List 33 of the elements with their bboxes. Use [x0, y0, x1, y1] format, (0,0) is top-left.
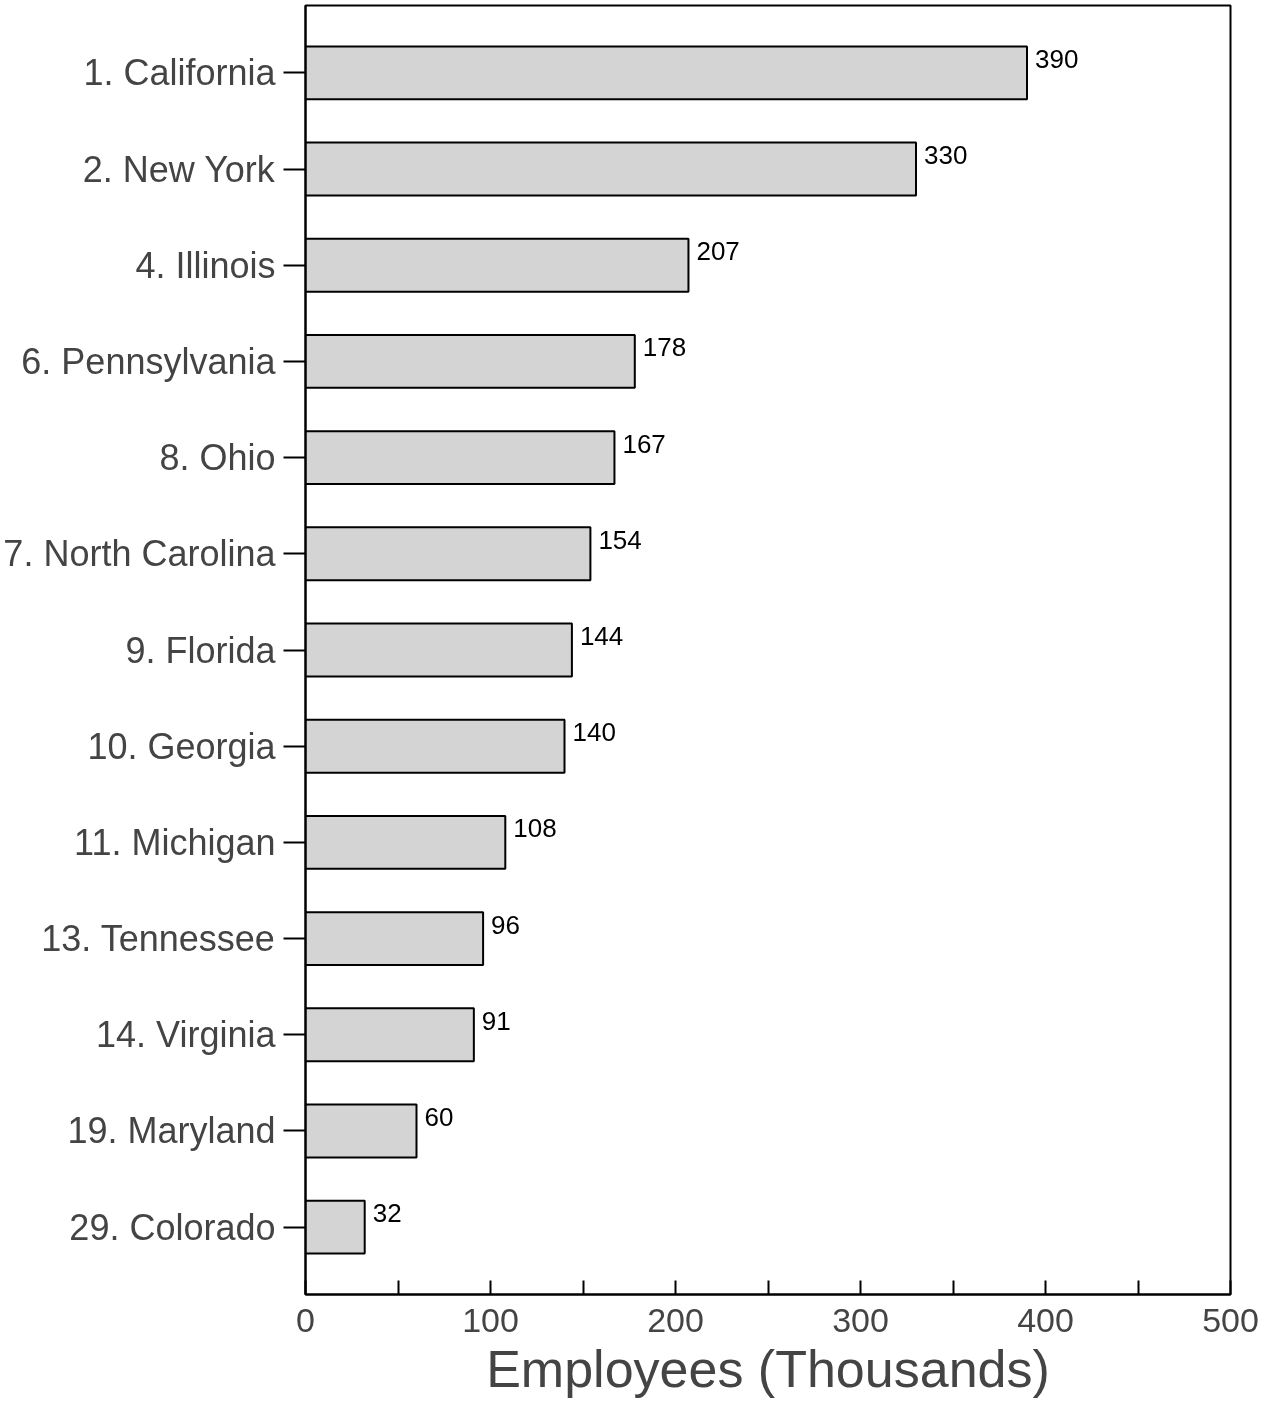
y-tick-label: 2. New York [82, 148, 276, 190]
data-label: 154 [598, 524, 642, 555]
y-tick-label: 8. Ohio [159, 437, 276, 479]
data-label: 207 [696, 236, 740, 267]
x-tick-label: 300 [832, 1300, 889, 1339]
data-label: 91 [481, 1005, 511, 1036]
y-tick-label: 6. Pennsylvania [21, 340, 277, 382]
y-tick-label: 1. California [83, 52, 277, 94]
y-tick-label: 10. Georgia [87, 725, 277, 767]
y-tick-label: 19. Maryland [67, 1110, 276, 1152]
x-axis-title: Employees (Thousands) [486, 1339, 1050, 1398]
data-label: 60 [424, 1101, 454, 1132]
data-label: 96 [491, 909, 521, 940]
data-label: 330 [924, 140, 968, 171]
y-tick-label: 13. Tennessee [41, 918, 275, 960]
y-tick-label: 4. Illinois [135, 244, 276, 286]
y-tick-label: 7. North Carolina [3, 533, 277, 575]
y-tick-label: 11. Michigan [74, 821, 276, 863]
data-label: 390 [1035, 43, 1079, 74]
x-tick-label: 400 [1017, 1300, 1074, 1339]
y-tick-label: 14. Virginia [96, 1014, 277, 1056]
x-tick-label: 200 [647, 1300, 704, 1339]
x-tick-label: 100 [462, 1300, 519, 1339]
y-tick-label: 29. Colorado [69, 1206, 276, 1248]
x-tick-label: 500 [1202, 1300, 1259, 1339]
data-label: 167 [622, 428, 666, 459]
y-tick-label: 9. Florida [125, 629, 277, 671]
data-label: 140 [572, 717, 616, 748]
data-label: 32 [372, 1198, 402, 1229]
data-label: 144 [579, 621, 624, 651]
data-label: 178 [642, 332, 687, 363]
x-tick-label: 0 [296, 1300, 315, 1339]
data-label: 108 [513, 813, 557, 844]
